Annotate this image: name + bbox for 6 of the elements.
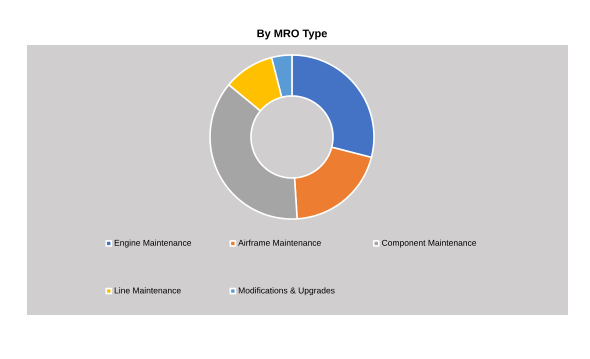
legend-label: Engine Maintenance [114, 240, 192, 248]
chart-title: By MRO Type [257, 30, 327, 40]
legend-label: Airframe Maintenance [238, 240, 321, 246]
legend-label: Component Maintenance [382, 240, 476, 248]
legend-label: Modifications & Upgrades [238, 287, 335, 296]
legend-label: Line Maintenance [114, 287, 181, 294]
